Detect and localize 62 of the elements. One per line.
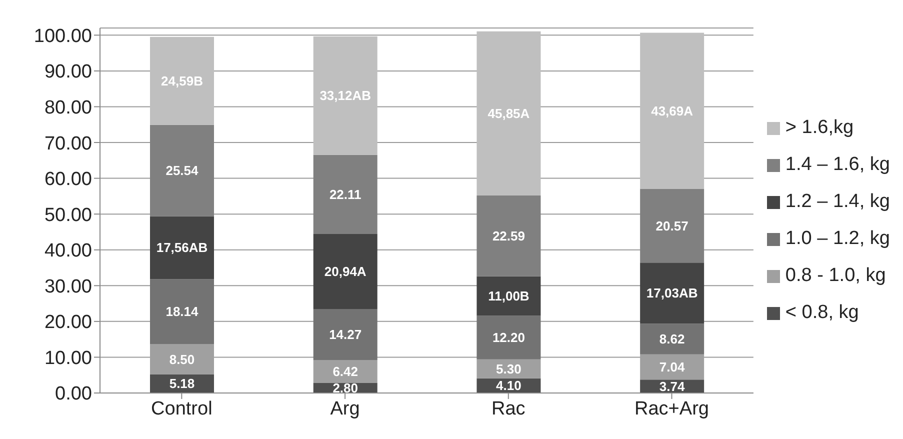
y-tick-label: 20.00 [44,312,92,334]
data-label: 45,85A [488,106,530,121]
data-label: 3.74 [659,378,686,394]
data-label: 20,94A [324,264,367,279]
data-label: 22.59 [492,228,525,244]
bar [150,279,214,344]
data-label: 8.50 [169,352,195,367]
legend-label: 1.0 – 1.2, kg [785,228,890,250]
data-label: 33,12AB [320,88,372,104]
y-tick-label: 0.00 [55,384,92,405]
data-label: 17,56AB [156,240,208,256]
data-label: 12.20 [492,330,525,346]
bar [640,324,704,354]
y-tick-label: 60.00 [44,169,92,190]
data-label: 5.30 [496,361,522,376]
y-tick-label: 100.00 [34,26,92,47]
y-tick-label: 90.00 [44,62,92,83]
data-label: 18.14 [166,304,200,320]
data-label: 25.54 [166,163,200,178]
bar [640,32,704,190]
data-label: 11,00B [488,288,530,304]
legend-label: 0.8 - 1.0, kg [785,265,886,287]
legend-label: < 0.8, kg [785,302,859,324]
data-label: 4.10 [496,378,522,394]
data-label: 7.04 [659,360,686,375]
data-label: 6.42 [332,364,358,379]
data-label: 14.27 [329,326,362,342]
legend-label: 1.4 – 1.6, kg [785,154,890,176]
bar [150,124,214,216]
bar [476,196,541,276]
bar [150,216,214,280]
data-label: 24,59B [161,73,203,88]
bar [640,262,704,324]
x-tick-label: Rac [491,398,526,420]
bar [313,234,378,309]
legend-label: 1.2 – 1.4, kg [785,191,890,213]
data-label: 17,03AB [646,286,698,301]
bar [313,154,378,234]
y-tick-label: 50.00 [44,204,92,226]
y-tick-label: 10.00 [44,348,92,369]
y-tick-label: 70.00 [44,133,92,154]
data-label: 2.80 [332,380,358,396]
data-label: 22.11 [329,186,362,202]
y-tick-label: 80.00 [44,97,92,118]
legend-label: > 1.6,kg [785,117,854,139]
x-tick-label: Arg [330,398,360,420]
data-label: 5.18 [169,376,195,392]
bar [313,360,378,383]
x-tick-label: Rac+Arg [634,398,709,420]
data-label: 20.57 [656,218,688,234]
data-label: 8.62 [659,332,685,346]
bar [150,36,214,125]
bar [476,316,541,360]
bar [476,276,541,316]
x-tick-label: Control [151,398,212,420]
bar [476,31,541,196]
y-tick-label: 40.00 [44,240,92,262]
bar [313,308,378,360]
bar [640,189,704,263]
y-tick-label: 30.00 [44,276,92,298]
data-label: 43,69A [651,103,694,118]
bar [313,36,378,155]
